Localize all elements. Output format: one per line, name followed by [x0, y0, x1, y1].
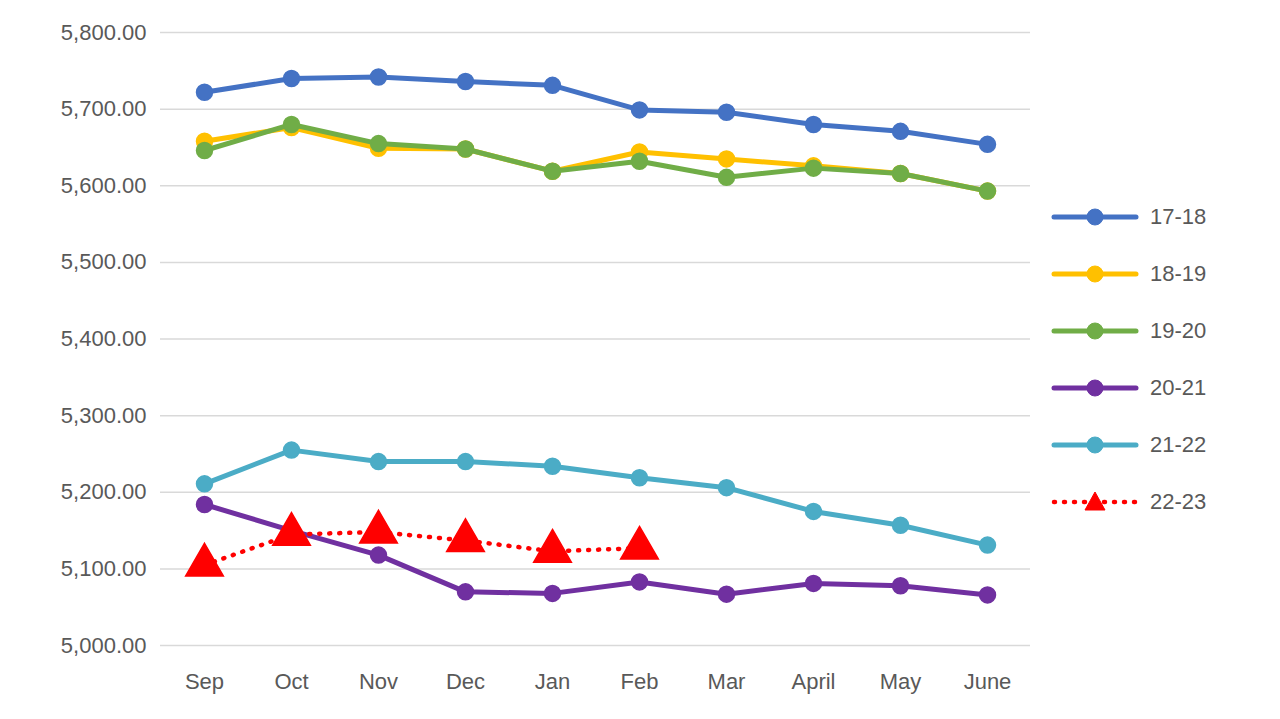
svg-text:Dec: Dec: [446, 669, 485, 694]
svg-text:Jan: Jan: [535, 669, 570, 694]
svg-text:June: June: [964, 669, 1012, 694]
svg-text:5,600.00: 5,600.00: [61, 173, 147, 198]
svg-text:Oct: Oct: [274, 669, 308, 694]
svg-text:April: April: [791, 669, 835, 694]
html-text:19-20: 19-20: [1150, 318, 1207, 343]
svg-text:Feb: Feb: [621, 669, 659, 694]
svg-text:5,200.00: 5,200.00: [61, 479, 147, 504]
svg-text:5,000.00: 5,000.00: [61, 633, 147, 658]
svg-text:5,700.00: 5,700.00: [61, 96, 147, 121]
html-text:22-23: 22-23: [1150, 489, 1207, 514]
html-text:21-22: 21-22: [1150, 432, 1207, 457]
svg-text:Mar: Mar: [708, 669, 746, 694]
svg-text:5,300.00: 5,300.00: [61, 403, 147, 428]
svg-text:Nov: Nov: [359, 669, 398, 694]
svg-text:5,500.00: 5,500.00: [61, 249, 147, 274]
html-text:17-18: 17-18: [1150, 204, 1207, 229]
svg-text:5,100.00: 5,100.00: [61, 556, 147, 581]
svg-text:5,800.00: 5,800.00: [61, 20, 147, 45]
html-text:18-19: 18-19: [1150, 261, 1207, 286]
html-text:20-21: 20-21: [1150, 375, 1207, 400]
svg-text:5,400.00: 5,400.00: [61, 326, 147, 351]
svg-text:Sep: Sep: [185, 669, 224, 694]
svg-text:May: May: [880, 669, 922, 694]
